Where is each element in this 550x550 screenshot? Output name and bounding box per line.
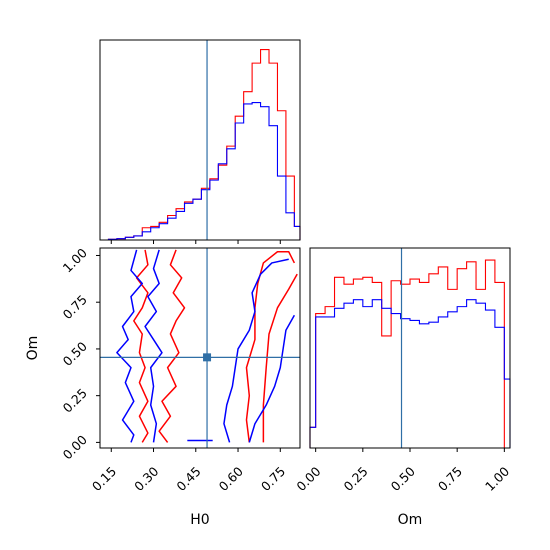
x-axis-label-h0: H0 xyxy=(190,512,209,528)
hist-series-1 xyxy=(309,299,511,448)
contour-1-3 xyxy=(223,258,289,443)
axes-frame-marginal-om xyxy=(309,247,511,449)
x-tick-label-2: 0.45 xyxy=(173,464,203,494)
hist-h0-series xyxy=(100,48,301,241)
y-tick-label-3: 0.75 xyxy=(60,292,90,322)
hist-series-0 xyxy=(100,48,301,241)
contour-0-0 xyxy=(133,249,149,443)
y-tick-label-0: 0.00 xyxy=(60,432,90,462)
x-tick-label-0: 0.15 xyxy=(89,464,119,494)
truth-marker xyxy=(203,353,212,362)
panel-marginal-om: 0.00 0.25 0.50 0.75 1.00 Om xyxy=(293,247,512,528)
x-tick-label-2: 0.50 xyxy=(388,464,418,494)
x-axis-label-om: Om xyxy=(398,512,423,528)
x-ticks-marginal-om: 0.00 0.25 0.50 0.75 1.00 xyxy=(293,448,512,494)
y-tick-label-1: 0.25 xyxy=(60,385,90,415)
contour-0-2 xyxy=(245,250,296,443)
x-tick-label-1: 0.25 xyxy=(341,464,371,494)
x-ticks-joint: 0.15 0.30 0.45 0.60 0.75 xyxy=(89,448,288,494)
x-tick-label-3: 0.60 xyxy=(216,464,246,494)
contour-1-4 xyxy=(248,314,296,443)
panel-joint-h0-om: 0.15 0.30 0.45 0.60 0.75 0.00 0.25 0.50 0.75 1.0… xyxy=(25,245,301,528)
hist-series-1 xyxy=(100,102,301,241)
x-tick-label-4: 1.00 xyxy=(482,464,512,494)
x-tick-label-0: 0.00 xyxy=(293,464,323,494)
contour-0-3 xyxy=(262,273,298,443)
axes-frame-joint xyxy=(99,247,301,449)
x-tick-label-1: 0.30 xyxy=(131,464,161,494)
x-ticks-marginal-h0 xyxy=(110,240,281,244)
y-axis-label-om: Om xyxy=(25,336,41,361)
y-tick-label-4: 1.00 xyxy=(60,245,90,275)
y-ticks-joint: 0.00 0.25 0.50 0.75 1.00 xyxy=(60,245,100,462)
contour-0-1 xyxy=(158,249,186,443)
hist-series-0 xyxy=(309,259,510,449)
x-tick-label-4: 0.75 xyxy=(258,464,288,494)
hist-om-series xyxy=(309,259,511,449)
contour-1-1 xyxy=(144,249,163,443)
axes-frame-marginal-h0 xyxy=(99,39,301,241)
y-tick-label-2: 0.50 xyxy=(60,339,90,369)
x-tick-label-3: 0.75 xyxy=(435,464,465,494)
contour-1-0 xyxy=(116,249,144,443)
panel-marginal-h0 xyxy=(99,39,301,244)
contour-series xyxy=(116,249,298,443)
